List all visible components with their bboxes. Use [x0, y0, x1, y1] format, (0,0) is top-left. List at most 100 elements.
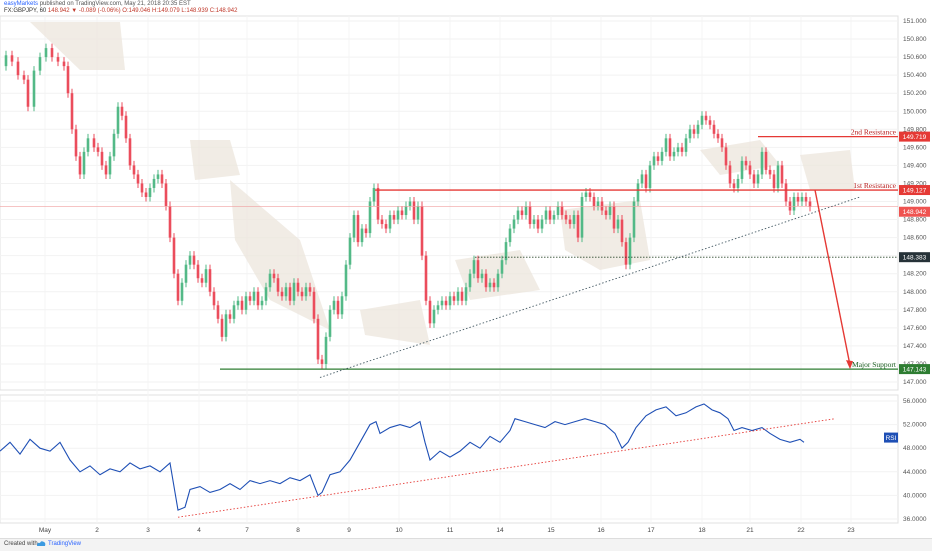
candle-body	[228, 314, 232, 319]
price-tick-label: 148.800	[903, 217, 927, 224]
time-axis[interactable]: May 2 3 4 7 8 9 10 11 14 15 16 17 18 21 22 23	[39, 527, 855, 534]
candle-body	[480, 273, 484, 279]
publisher-user[interactable]: easyMarkets	[4, 1, 39, 7]
candle-body	[380, 219, 384, 225]
candle-body	[260, 300, 264, 306]
candle-body	[304, 287, 308, 297]
candle-body	[628, 237, 632, 265]
time-tick-label: 21	[746, 527, 754, 534]
candle-body	[456, 291, 460, 301]
candle-body	[328, 309, 332, 337]
symbol-label[interactable]: FX:GBPJPY, 60	[4, 8, 47, 14]
ohlc-legend: FX:GBPJPY, 60 148.942 ▼ -0.089 (-0.06%) …	[4, 8, 237, 14]
candle-body	[364, 228, 368, 234]
mid-level-price-tag: 148.383	[903, 255, 927, 262]
projection-arrow-line	[814, 189, 851, 366]
candle-body	[180, 282, 184, 301]
price-tick-label: 148.200	[903, 271, 927, 278]
rsi-axis[interactable]: 56.0000 52.0000 48.0000 44.0000 40.0000 36.00…	[903, 398, 927, 523]
cloud-patch	[700, 140, 780, 175]
candle-body	[676, 147, 680, 152]
candle-body	[560, 206, 564, 216]
candle-body	[656, 156, 660, 161]
price-tick-label: 149.600	[903, 144, 927, 151]
time-tick-label: 22	[797, 527, 805, 534]
candle-body	[620, 219, 624, 243]
candle-body	[368, 201, 372, 234]
candle-body	[280, 291, 284, 297]
candle-body	[400, 210, 404, 216]
candle-body	[496, 273, 500, 288]
candle-body	[612, 206, 616, 229]
candle-body	[376, 187, 380, 220]
candle-body	[696, 124, 700, 134]
low-value: L:148.939	[181, 8, 209, 14]
candle-body	[484, 273, 488, 288]
candle-body	[492, 282, 496, 288]
price-tick-label: 150.600	[903, 54, 927, 61]
tradingview-brand[interactable]: TradingView	[48, 541, 82, 547]
candle-body	[188, 255, 192, 265]
candle-body	[640, 174, 644, 184]
candle-body	[344, 264, 348, 297]
rsi-pane[interactable]	[0, 394, 899, 524]
candle-body	[464, 287, 468, 301]
candle-body	[728, 165, 732, 184]
candle-body	[432, 309, 436, 324]
candle-body	[156, 174, 160, 179]
time-tick-label: 11	[447, 527, 454, 534]
rsi-badge-bg	[884, 432, 898, 443]
candle-body	[244, 296, 248, 310]
candle-body	[416, 206, 420, 220]
first-resistance-price-tag-bg	[899, 185, 930, 196]
first-resistance-price-tag: 149.127	[903, 188, 927, 195]
candle-body	[292, 282, 296, 301]
candle-body	[756, 174, 760, 184]
tradingview-logo-icon	[37, 541, 46, 546]
candle-body	[552, 215, 556, 220]
second-resistance-label: 2nd Resistance	[851, 128, 897, 137]
candle-body	[384, 224, 388, 229]
candle-body	[716, 133, 720, 139]
candle-body	[236, 300, 240, 306]
candle-body	[548, 210, 552, 220]
candle-body	[308, 287, 312, 292]
candle-body	[172, 237, 176, 274]
rsi-trendline	[177, 418, 836, 518]
candle-body	[616, 219, 620, 229]
candle-body	[74, 129, 78, 157]
candle-body	[744, 160, 748, 166]
change-value: -0.089 (-0.06%)	[78, 8, 121, 14]
price-pane[interactable]	[0, 15, 899, 391]
cloud-patch	[190, 140, 240, 180]
footer-bar: Created with TradingView	[0, 538, 932, 551]
candle-body	[44, 48, 48, 58]
price-tick-label: 147.800	[903, 307, 927, 314]
candle-body	[692, 129, 696, 134]
candle-body	[472, 260, 476, 274]
close-value: C:148.942	[209, 8, 238, 14]
candle-body	[672, 151, 676, 157]
candle-body	[604, 210, 608, 216]
candle-body	[784, 183, 788, 202]
price-axis[interactable]: 151.000 150.800 150.600 150.400 150.200 150.0…	[903, 18, 927, 386]
price-tick-label: 149.200	[903, 180, 927, 187]
candle-body	[684, 138, 688, 152]
candle-body	[712, 124, 716, 134]
candle-body	[50, 48, 54, 58]
candle-body	[708, 120, 712, 125]
candle-body	[212, 291, 216, 306]
candle-body	[408, 201, 412, 207]
candle-body	[664, 138, 668, 152]
candle-body	[192, 255, 196, 265]
candle-body	[312, 291, 316, 319]
current-price-tag: 148.942	[903, 209, 927, 216]
candle-body	[204, 269, 208, 283]
candle-body	[348, 237, 352, 265]
candle-body	[516, 210, 520, 220]
candle-body	[508, 228, 512, 243]
candle-body	[544, 210, 548, 220]
candle-body	[760, 151, 764, 175]
chart-canvas[interactable]: 2nd Resistance 1st Resistance Major Suppor…	[0, 0, 932, 538]
time-tick-label: 16	[597, 527, 605, 534]
